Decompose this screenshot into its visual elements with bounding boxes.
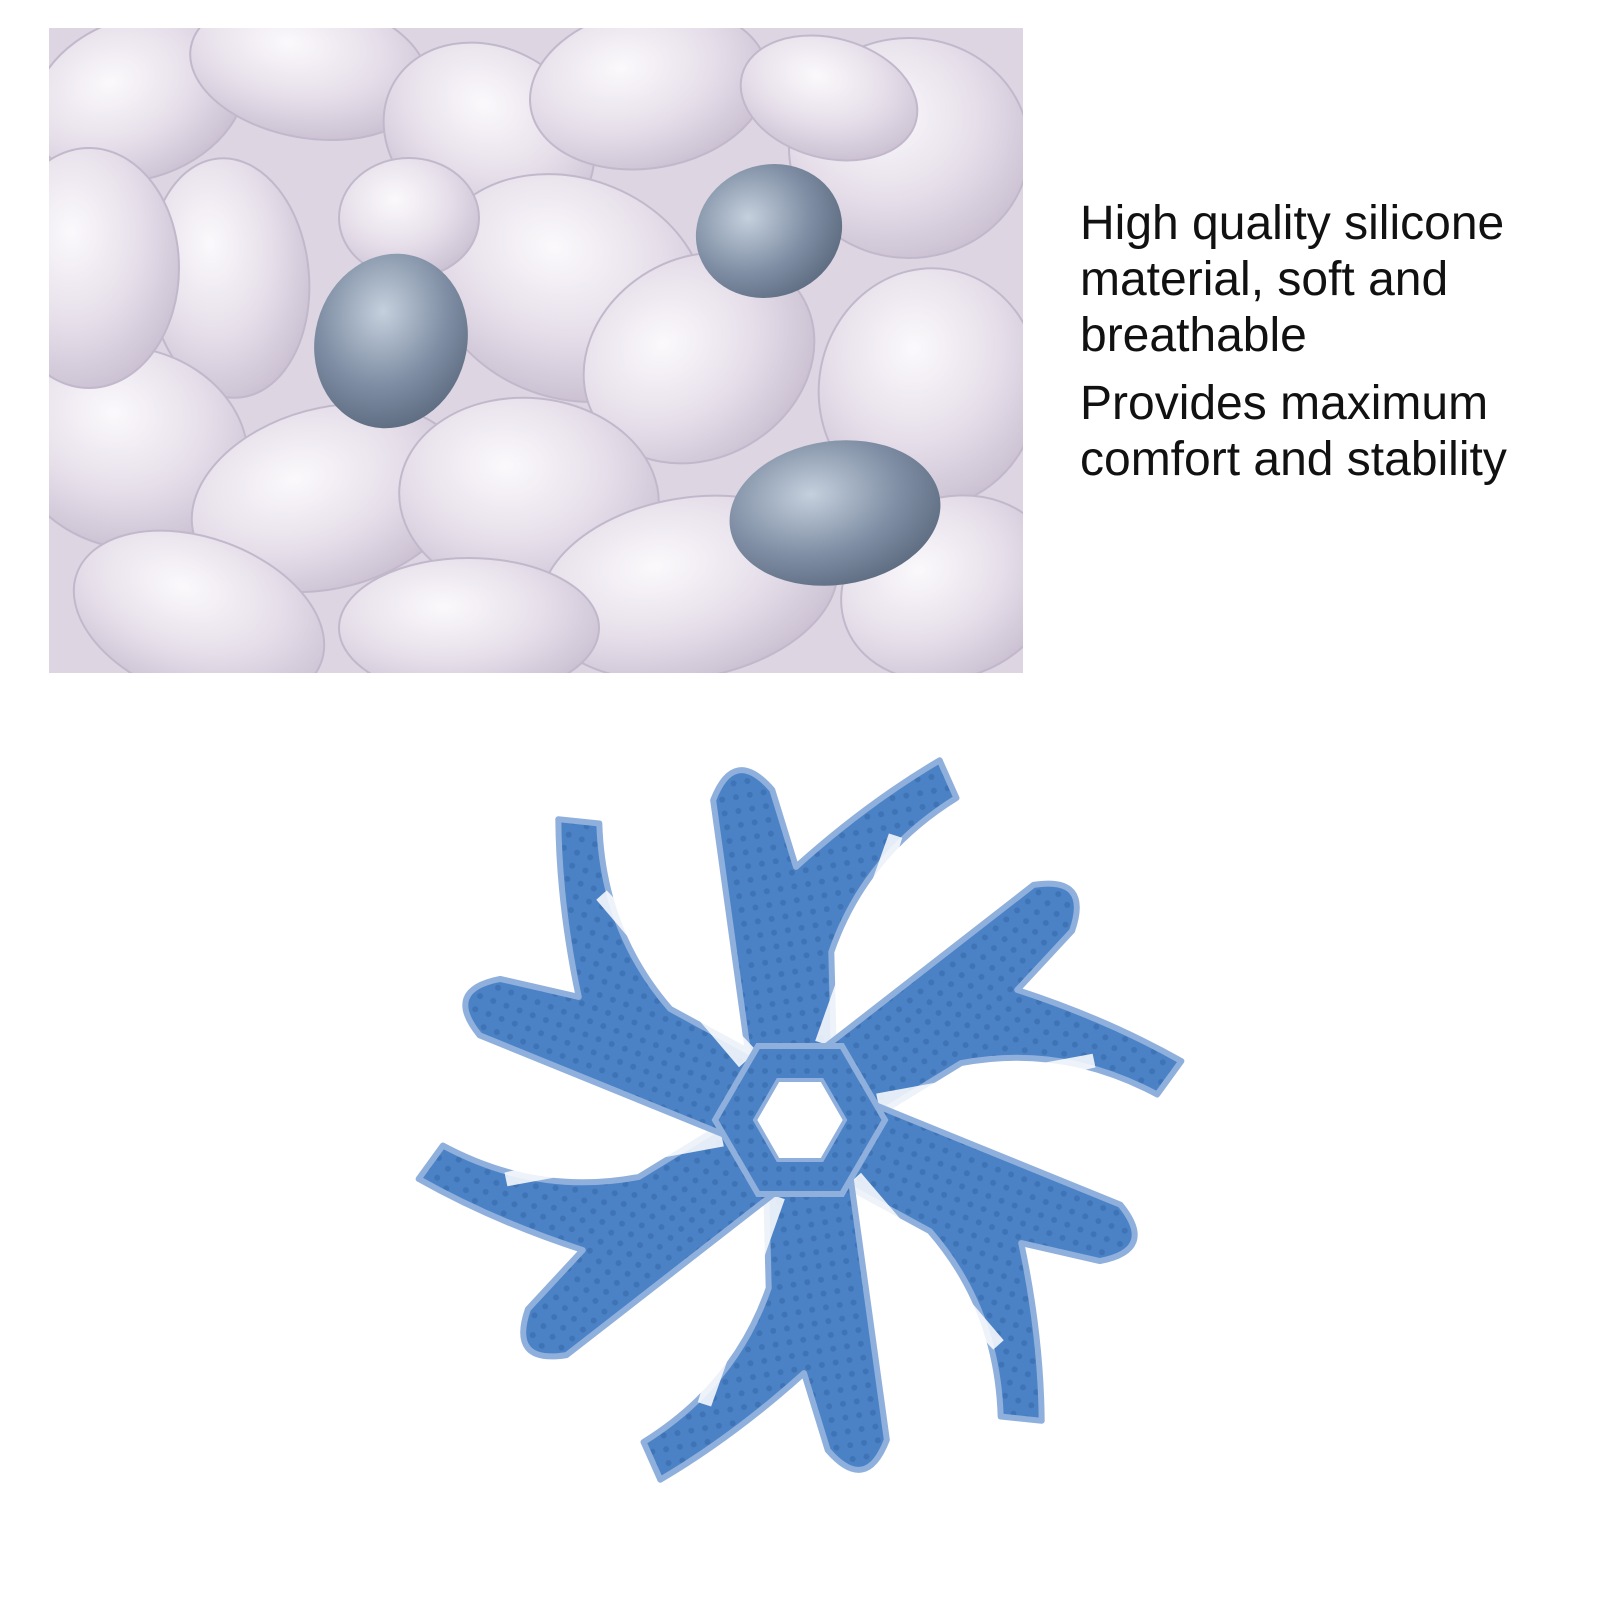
feature-material: High quality silicone material, soft and… [1080, 197, 1505, 362]
feature-list: High quality silicone material, soft and… [1080, 196, 1580, 500]
blue-silicone-mask-bracket [270, 655, 1330, 1585]
feature-comfort: Provides maximum comfort and stability [1080, 377, 1507, 486]
silicone-pellets-photo [49, 28, 1023, 673]
